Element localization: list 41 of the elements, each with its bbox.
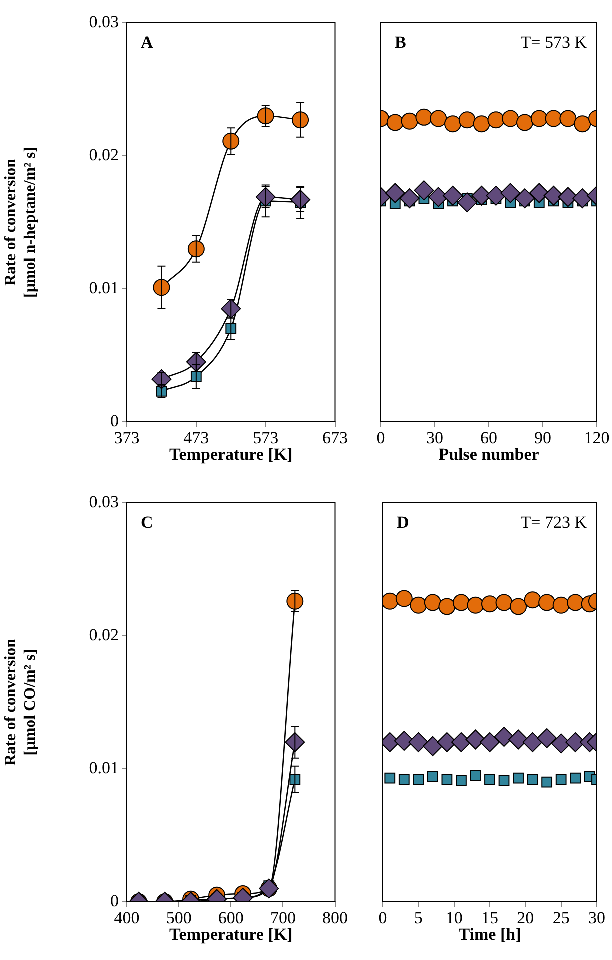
x-tick-label: 373 — [114, 428, 140, 448]
y-axis-title: Rate of conversion [µmol n-heptane/m² s] — [2, 147, 39, 298]
y-tick-label: 0.02 — [89, 145, 119, 164]
y-tick-label: 0.01 — [89, 278, 119, 298]
x-tick-label: 15 — [482, 908, 498, 928]
x-axis-title: Time [h] — [458, 925, 522, 944]
x-tick-label: 600 — [218, 908, 244, 928]
annotation: A — [141, 32, 154, 52]
x-axis-title: Temperature [K] — [170, 445, 293, 464]
x-tick-label: 0 — [376, 428, 386, 448]
y-tick-label: 0.01 — [89, 758, 119, 778]
x-tick-label: 25 — [552, 908, 570, 928]
annotation: T= 723 K — [520, 512, 588, 532]
annotation: T= 573 K — [520, 32, 588, 52]
y-tick-label: 0.02 — [89, 625, 119, 644]
y-axis-title: Rate of conversion [µmol CO/m² s] — [2, 638, 39, 766]
annotation: C — [141, 512, 154, 532]
x-tick-label: 0 — [378, 908, 388, 928]
annotation: B — [395, 32, 406, 52]
x-tick-label: 30 — [426, 428, 444, 448]
y-tick-label: 0 — [110, 411, 119, 430]
x-axis-title: Temperature [K] — [170, 925, 293, 944]
x-tick-label: 473 — [184, 428, 210, 448]
x-tick-label: 90 — [534, 428, 552, 448]
x-tick-label: 60 — [480, 428, 498, 448]
y-tick-label: 0 — [110, 891, 119, 910]
annotation: D — [397, 512, 410, 532]
x-tick-label: 20 — [517, 908, 534, 928]
x-tick-label: 10 — [446, 908, 463, 928]
x-tick-label: 573 — [253, 428, 279, 448]
x-tick-label: 120 — [584, 428, 610, 448]
y-tick-label: 0.03 — [89, 12, 119, 32]
x-tick-label: 5 — [414, 908, 423, 928]
x-tick-label: 800 — [322, 908, 348, 928]
y-tick-label: 0.03 — [89, 492, 119, 512]
x-tick-label: 30 — [588, 908, 606, 928]
x-tick-label: 700 — [270, 908, 296, 928]
x-tick-label: 673 — [322, 428, 348, 448]
x-axis-title: Pulse number — [438, 445, 540, 464]
x-tick-label: 400 — [114, 908, 140, 928]
x-tick-label: 500 — [166, 908, 192, 928]
